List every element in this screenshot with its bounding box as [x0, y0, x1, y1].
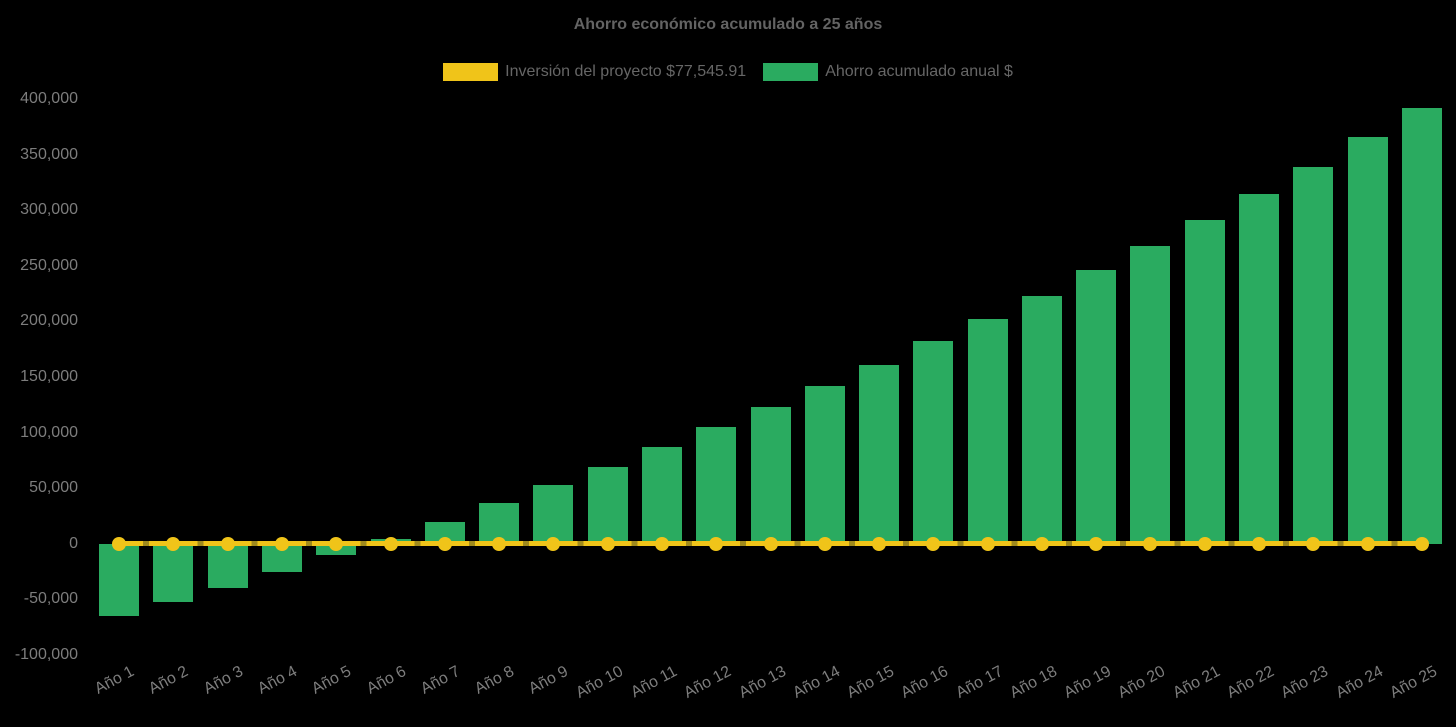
legend-item-savings[interactable]: Ahorro acumulado anual $: [763, 63, 1013, 81]
bar-year-7[interactable]: [424, 521, 465, 544]
x-tick-label-year-3: Año 3: [200, 663, 246, 698]
line-point-year-4[interactable]: [274, 536, 289, 551]
line-point-year-23[interactable]: [1306, 536, 1321, 551]
x-tick-label-year-11: Año 11: [628, 663, 680, 702]
y-tick-label: 200,000: [20, 312, 78, 330]
line-point-year-18[interactable]: [1034, 536, 1049, 551]
bar-year-12[interactable]: [696, 427, 737, 544]
x-tick-label-year-1: Año 1: [92, 663, 138, 698]
bar-year-10[interactable]: [587, 466, 628, 544]
x-tick-label-year-17: Año 17: [952, 663, 1006, 702]
bar-year-24[interactable]: [1347, 136, 1388, 544]
x-tick-label-year-20: Año 20: [1115, 663, 1169, 702]
line-point-year-11[interactable]: [654, 536, 669, 551]
x-tick-label-year-16: Año 16: [898, 663, 952, 702]
line-point-year-25[interactable]: [1414, 536, 1429, 551]
bar-year-20[interactable]: [1130, 245, 1171, 544]
y-tick-label: 150,000: [20, 368, 78, 385]
y-tick-label: 350,000: [20, 145, 78, 163]
x-tick-label-year-8: Año 8: [472, 663, 518, 698]
y-tick-label: 0: [69, 534, 78, 552]
y-tick-label: 300,000: [20, 201, 78, 219]
bar-year-18[interactable]: [1021, 295, 1062, 544]
legend-label-investment: Inversión del proyecto $77,545.91: [505, 63, 747, 80]
x-tick-label-year-21: Año 21: [1169, 663, 1223, 702]
line-point-year-24[interactable]: [1360, 536, 1375, 551]
chart-title: Ahorro económico acumulado a 25 años: [573, 16, 883, 33]
line-point-year-15[interactable]: [872, 536, 887, 551]
legend: Inversión del proyecto $77,545.91 Ahorro…: [0, 63, 1456, 81]
line-point-year-5[interactable]: [329, 536, 344, 551]
y-tick-label: -50,000: [23, 590, 78, 608]
x-tick-label-year-23: Año 23: [1278, 663, 1332, 702]
line-point-year-21[interactable]: [1197, 536, 1212, 551]
line-point-year-7[interactable]: [437, 536, 452, 551]
bar-year-3[interactable]: [207, 543, 248, 589]
legend-swatch-investment: [443, 63, 499, 81]
bar-year-23[interactable]: [1293, 166, 1334, 544]
bar-year-21[interactable]: [1184, 220, 1225, 544]
x-tick-label-year-9: Año 9: [526, 663, 572, 698]
line-point-year-14[interactable]: [817, 536, 832, 551]
line-point-year-8[interactable]: [492, 536, 507, 551]
x-tick-label-year-10: Año 10: [572, 663, 626, 702]
x-tick-label-year-6: Año 6: [363, 663, 409, 698]
bar-year-13[interactable]: [750, 407, 791, 544]
x-tick-label-year-24: Año 24: [1332, 663, 1386, 702]
bar-year-22[interactable]: [1239, 193, 1280, 544]
bar-year-19[interactable]: [1076, 270, 1117, 544]
line-point-year-1[interactable]: [112, 536, 127, 551]
x-tick-label-year-2: Año 2: [146, 663, 192, 698]
line-point-year-2[interactable]: [166, 536, 181, 551]
legend-item-investment[interactable]: Inversión del proyecto $77,545.91: [443, 63, 746, 81]
legend-label-savings: Ahorro acumulado anual $: [825, 63, 1013, 80]
x-tick-label-year-25: Año 25: [1387, 663, 1440, 702]
x-tick-label-year-15: Año 15: [844, 663, 898, 702]
x-tick-label-year-14: Año 14: [789, 663, 843, 702]
bar-year-14[interactable]: [804, 385, 845, 544]
x-tick-label-year-18: Año 18: [1007, 663, 1060, 702]
bar-year-16[interactable]: [913, 341, 954, 544]
legend-swatch-savings: [763, 63, 819, 81]
y-tick-label: 400,000: [20, 90, 78, 107]
line-point-year-22[interactable]: [1252, 536, 1267, 551]
x-tick-label-year-4: Año 4: [255, 663, 300, 698]
bar-year-15[interactable]: [859, 364, 900, 544]
line-point-year-17[interactable]: [980, 536, 995, 551]
y-tick-label: -100,000: [14, 646, 78, 663]
x-tick-label-year-5: Año 5: [309, 663, 355, 698]
line-point-year-16[interactable]: [926, 536, 941, 551]
line-point-year-13[interactable]: [763, 536, 778, 551]
bar-year-11[interactable]: [641, 447, 682, 544]
bar-year-1[interactable]: [99, 543, 140, 617]
y-tick-label: 250,000: [20, 256, 78, 274]
y-tick-label: 100,000: [20, 423, 78, 441]
line-point-year-20[interactable]: [1143, 536, 1158, 551]
line-point-year-12[interactable]: [709, 536, 724, 551]
line-point-year-10[interactable]: [600, 536, 615, 551]
line-point-year-6[interactable]: [383, 536, 398, 551]
y-tick-label: 50,000: [29, 479, 78, 497]
x-tick-label-year-7: Año 7: [417, 663, 463, 698]
x-tick-label-year-19: Año 19: [1061, 663, 1115, 702]
x-tick-label-year-22: Año 22: [1224, 663, 1277, 702]
bar-year-9[interactable]: [533, 484, 574, 544]
line-point-year-9[interactable]: [546, 536, 561, 551]
x-tick-label-year-13: Año 13: [735, 663, 789, 702]
line-point-year-19[interactable]: [1089, 536, 1104, 551]
bar-year-25[interactable]: [1401, 107, 1442, 544]
bar-year-2[interactable]: [153, 543, 194, 602]
x-tick-label-year-12: Año 12: [681, 663, 735, 702]
bar-year-17[interactable]: [967, 319, 1008, 544]
line-point-year-3[interactable]: [220, 536, 235, 551]
